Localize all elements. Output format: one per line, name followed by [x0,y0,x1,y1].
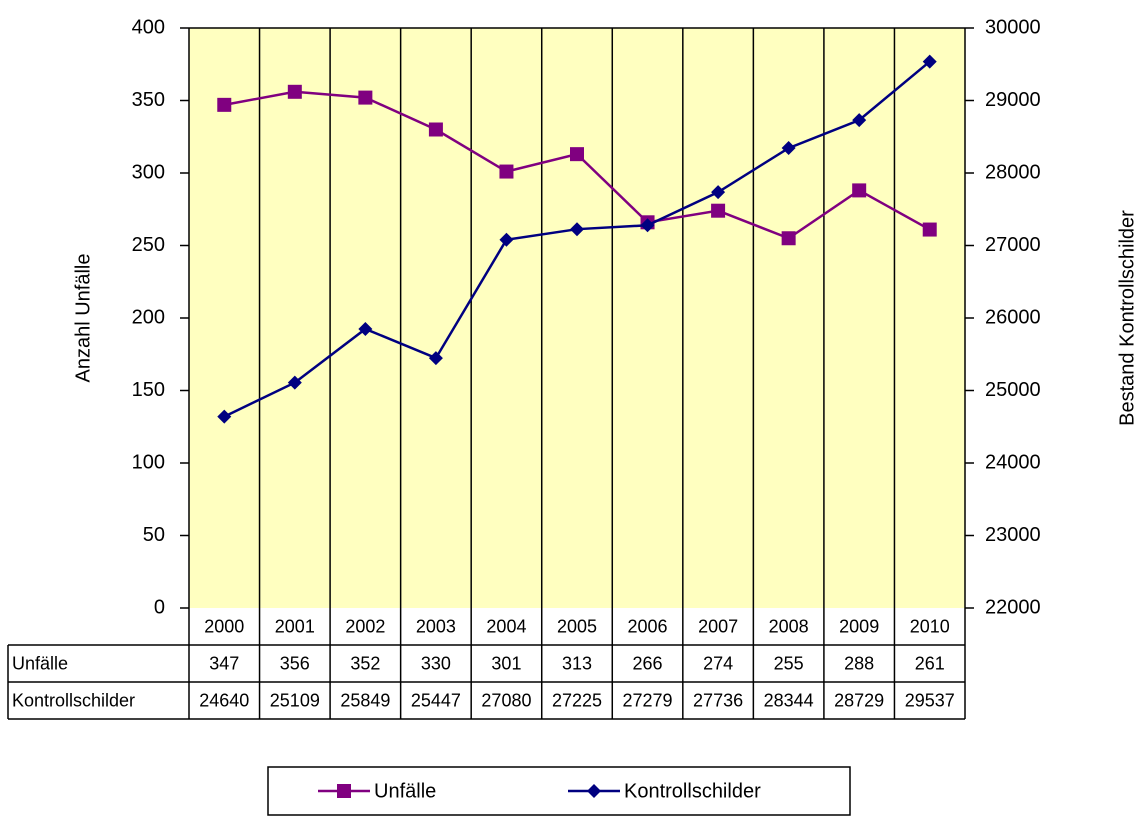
y-tick-label: 250 [132,234,165,256]
x-tick-label: 2004 [486,616,526,636]
x-tick-label: 2001 [275,616,315,636]
marker [711,203,726,218]
table-value: 25849 [340,690,390,710]
y2-tick-label: 28000 [985,161,1041,183]
table-value: 27080 [481,690,531,710]
marker [358,90,373,105]
table-value: 301 [491,653,521,673]
y2-axis-title: Bestand Kontrollschilder [1116,210,1138,426]
y-tick-label: 50 [143,524,165,546]
y2-tick-label: 22000 [985,596,1041,618]
table-value: 288 [844,653,874,673]
x-tick-label: 2005 [557,616,597,636]
y2-tick-label: 23000 [985,524,1041,546]
marker [358,321,373,336]
table-row-label: Unfälle [12,653,68,673]
marker [287,375,302,390]
marker [922,54,937,69]
y2-tick-label: 29000 [985,89,1041,111]
marker [499,164,514,179]
table-value: 25109 [270,690,320,710]
table-value: 352 [350,653,380,673]
marker [640,218,655,233]
x-tick-label: 2007 [698,616,738,636]
legend-marker [337,784,351,798]
table-value: 255 [774,653,804,673]
table-value: 266 [633,653,663,673]
x-tick-label: 2006 [628,616,668,636]
table-value: 29537 [905,690,955,710]
y-tick-label: 350 [132,89,165,111]
marker [570,222,584,237]
marker [570,147,584,162]
y2-tick-label: 30000 [985,16,1041,38]
marker [217,97,232,112]
table-value: 261 [915,653,945,673]
legend-marker [587,784,601,798]
table-value: 25447 [411,690,461,710]
table-value: 27736 [693,690,743,710]
y2-tick-label: 25000 [985,379,1041,401]
y-tick-label: 300 [132,161,165,183]
x-tick-label: 2000 [204,616,244,636]
table-value: 28344 [764,690,814,710]
table-row-label: Kontrollschilder [12,690,135,710]
y2-tick-label: 24000 [985,451,1041,473]
marker [428,122,443,137]
marker [781,141,796,156]
marker [428,351,443,366]
table-value: 27279 [623,690,673,710]
table-value: 347 [209,653,239,673]
marker [852,113,867,128]
marker [217,409,232,424]
marker [499,232,514,247]
legend-label: Unfälle [374,780,436,802]
y2-tick-label: 26000 [985,306,1041,328]
x-tick-label: 2009 [839,616,879,636]
y2-tick-label: 27000 [985,234,1041,256]
x-tick-label: 2003 [416,616,456,636]
table-value: 313 [562,653,592,673]
table-value: 274 [703,653,733,673]
table-value: 28729 [834,690,884,710]
marker [287,84,302,99]
y-tick-label: 200 [132,306,165,328]
y-tick-label: 100 [132,451,165,473]
x-tick-label: 2002 [345,616,385,636]
legend-label: Kontrollschilder [624,780,761,802]
table-value: 27225 [552,690,602,710]
x-tick-label: 2008 [769,616,809,636]
table-value: 330 [421,653,451,673]
marker [711,185,726,200]
table-value: 24640 [199,690,249,710]
marker [922,222,937,237]
y-axis-title: Anzahl Unfälle [72,254,94,383]
table-value: 356 [280,653,310,673]
plot-area [189,28,965,608]
marker [781,231,796,246]
y-tick-label: 400 [132,16,165,38]
y-tick-label: 150 [132,379,165,401]
y-tick-label: 0 [154,596,165,618]
marker [852,183,867,198]
x-tick-label: 2010 [910,616,950,636]
